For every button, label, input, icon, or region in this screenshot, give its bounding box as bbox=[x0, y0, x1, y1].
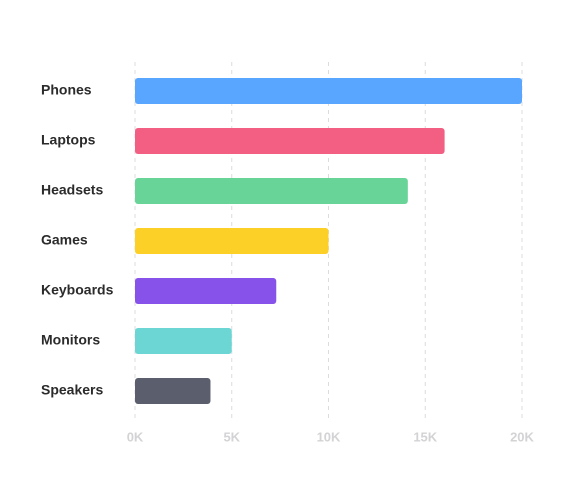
category-label-games: Games bbox=[41, 232, 88, 248]
category-label-monitors: Monitors bbox=[41, 332, 100, 348]
bar-phones bbox=[135, 78, 522, 104]
category-label-phones: Phones bbox=[41, 82, 92, 98]
category-label-speakers: Speakers bbox=[41, 382, 103, 398]
bar-keyboards bbox=[135, 278, 277, 304]
bar-headsets bbox=[135, 178, 408, 204]
category-label-laptops: Laptops bbox=[41, 132, 96, 148]
x-tick-label: 0K bbox=[127, 429, 144, 444]
category-label-keyboards: Keyboards bbox=[41, 282, 114, 298]
bar-monitors bbox=[135, 328, 232, 354]
x-tick-label: 20K bbox=[510, 429, 534, 444]
category-label-headsets: Headsets bbox=[41, 182, 103, 198]
x-axis-tick-labels: 0K 5K 10K 15K 20K bbox=[127, 429, 535, 444]
x-tick-label: 10K bbox=[317, 429, 341, 444]
bar-laptops bbox=[135, 128, 445, 154]
category-labels: Phones Laptops Headsets Games Keyboards Monit… bbox=[41, 82, 114, 398]
bars bbox=[135, 78, 522, 404]
x-tick-label: 5K bbox=[223, 429, 240, 444]
bar-games bbox=[135, 228, 329, 254]
bar-speakers bbox=[135, 378, 211, 404]
x-tick-label: 15K bbox=[413, 429, 437, 444]
